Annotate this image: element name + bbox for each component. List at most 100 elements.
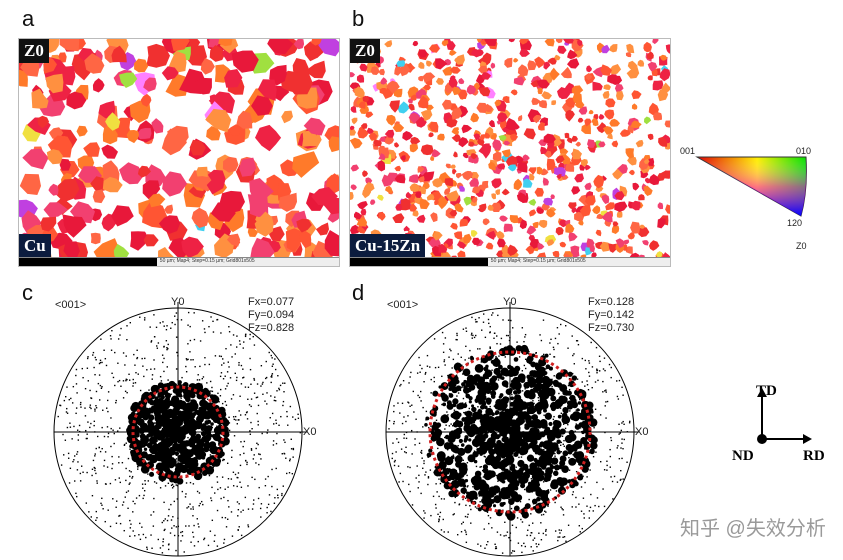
pole-point <box>418 356 420 359</box>
grain <box>497 163 506 170</box>
pole-point <box>167 347 169 350</box>
grain <box>421 171 435 182</box>
pole-point <box>284 441 286 444</box>
pole-point <box>126 325 128 327</box>
grain <box>318 39 339 57</box>
pole-point <box>416 465 418 467</box>
grain <box>529 173 535 181</box>
pole-point <box>130 471 132 473</box>
pole-cluster <box>518 415 523 420</box>
pole-cluster <box>141 444 146 448</box>
pole-point <box>473 336 476 339</box>
grain <box>451 107 463 120</box>
pole-point <box>257 424 259 426</box>
pole-point <box>506 531 509 533</box>
pole-point <box>580 486 583 488</box>
pole-point <box>143 319 146 321</box>
pole-point <box>489 325 491 328</box>
pole-point <box>610 436 612 439</box>
grain <box>616 91 624 101</box>
pole-cluster <box>498 420 507 429</box>
pole-cluster <box>453 362 463 372</box>
pole-point <box>150 368 152 370</box>
pole-point <box>393 420 395 423</box>
pole-cluster <box>167 472 176 481</box>
pole-point <box>244 386 247 388</box>
pole-point <box>244 496 247 499</box>
pole-point <box>594 381 597 383</box>
pole-point <box>266 512 268 514</box>
pole-point <box>575 506 577 508</box>
grain <box>581 123 591 135</box>
grain <box>517 64 529 77</box>
grain <box>315 222 329 236</box>
pole-point <box>420 492 422 495</box>
grain <box>59 39 80 52</box>
pole-cluster <box>538 383 544 389</box>
pole-point <box>122 501 125 503</box>
pole-point <box>554 337 557 340</box>
pole-cluster <box>568 457 577 466</box>
pole-point <box>453 513 455 515</box>
pole-point <box>226 385 228 387</box>
pole-point <box>401 402 404 405</box>
pole-point <box>76 495 78 498</box>
pole-point <box>124 364 126 366</box>
pole-cluster <box>534 459 543 467</box>
pole-point <box>294 418 297 421</box>
grain <box>495 189 501 196</box>
pole-cluster <box>497 473 505 482</box>
pole-point <box>103 465 105 467</box>
pole-point <box>249 333 251 336</box>
pole-point <box>247 508 250 510</box>
pole-point <box>420 449 423 452</box>
pole-point <box>73 425 75 428</box>
pole-point <box>242 347 244 349</box>
pole-point <box>442 351 445 354</box>
pole-point <box>553 348 555 351</box>
pole-point <box>237 529 239 531</box>
pole-point <box>147 480 150 482</box>
pole-cluster <box>481 488 490 498</box>
pole-point <box>405 431 408 434</box>
pole-point <box>579 398 581 401</box>
pole-point <box>455 374 458 376</box>
grain <box>205 169 226 195</box>
pole-point <box>214 355 217 357</box>
pole-point <box>223 496 225 499</box>
pole-point <box>535 410 537 412</box>
pole-point <box>253 392 256 394</box>
pole-point <box>430 425 432 427</box>
pole-point <box>513 550 516 552</box>
grain <box>459 185 465 192</box>
grain <box>311 39 322 46</box>
pole-point <box>398 481 400 483</box>
pole-cluster <box>479 417 486 425</box>
pole-point <box>509 532 512 534</box>
pole-point <box>138 534 140 536</box>
grain <box>296 218 312 233</box>
pole-point <box>162 321 164 323</box>
grain <box>449 210 458 217</box>
pole-point <box>230 456 233 458</box>
pole-cluster <box>450 444 459 453</box>
pole-point <box>276 488 279 491</box>
grain <box>655 251 663 258</box>
pole-point <box>420 400 422 402</box>
pole-point <box>456 339 458 341</box>
pole-point <box>471 337 473 339</box>
pole-point <box>86 367 89 369</box>
pole-point <box>544 530 547 532</box>
pole-point <box>451 425 454 427</box>
pole-point <box>559 532 561 534</box>
grain <box>435 77 444 85</box>
grain <box>459 218 469 227</box>
grain <box>379 136 386 142</box>
grain <box>528 198 537 206</box>
grain <box>394 165 401 172</box>
pole-cluster <box>130 449 135 454</box>
grain <box>437 133 445 141</box>
grain <box>257 79 277 101</box>
pole-point <box>238 361 240 364</box>
pole-point <box>201 377 204 380</box>
